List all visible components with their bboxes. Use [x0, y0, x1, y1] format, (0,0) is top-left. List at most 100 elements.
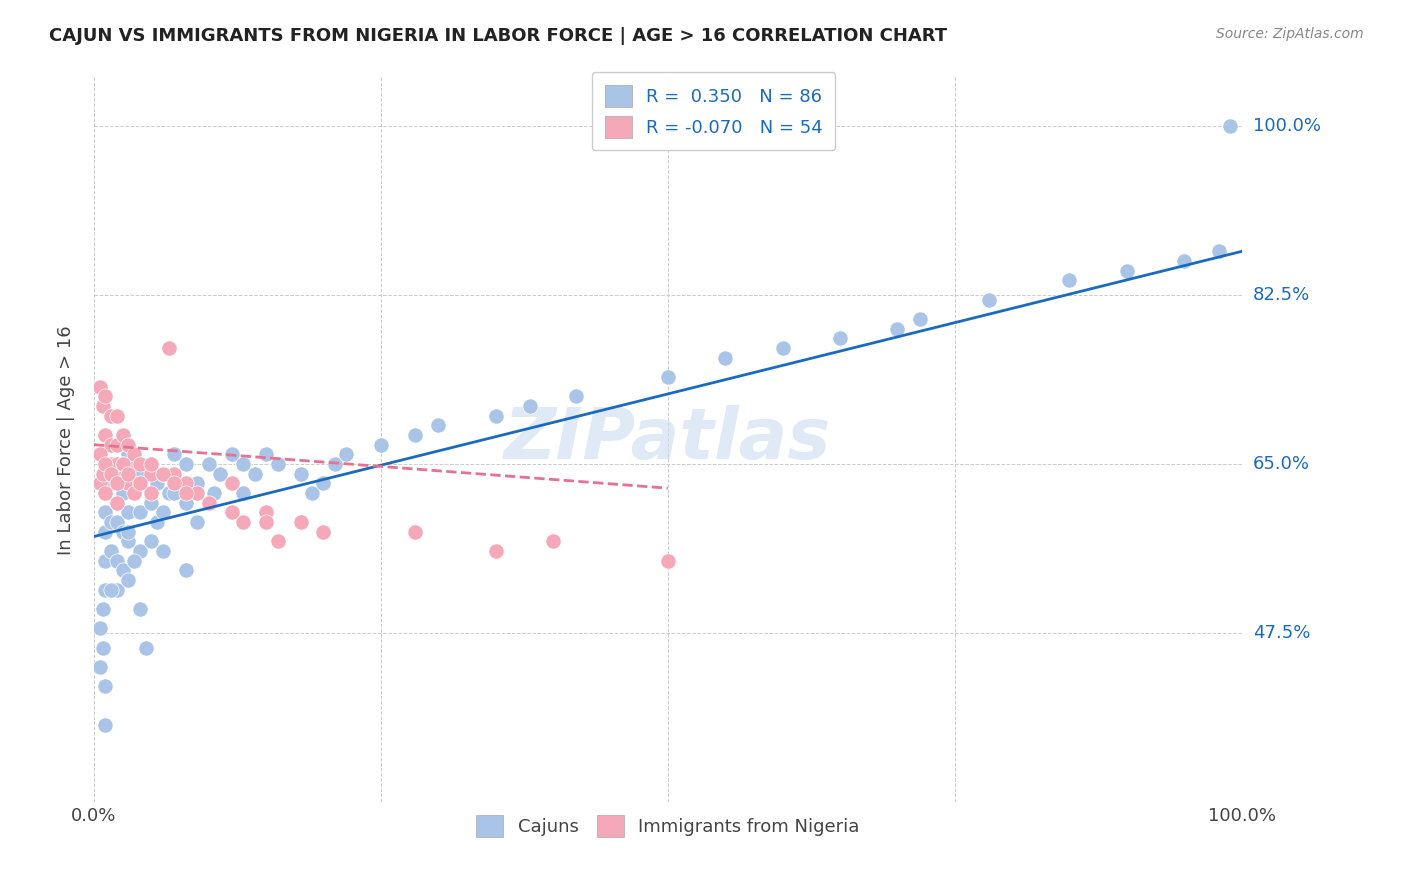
Point	[186, 515, 208, 529]
Point	[111, 486, 134, 500]
Point	[128, 505, 150, 519]
Point	[174, 496, 197, 510]
Point	[117, 467, 139, 481]
Point	[94, 428, 117, 442]
Point	[657, 554, 679, 568]
Point	[141, 496, 163, 510]
Text: 82.5%: 82.5%	[1253, 286, 1310, 304]
Point	[100, 409, 122, 423]
Point	[117, 534, 139, 549]
Point	[427, 418, 450, 433]
Point	[301, 486, 323, 500]
Point	[146, 515, 169, 529]
Point	[232, 515, 254, 529]
Point	[828, 331, 851, 345]
Point	[266, 457, 288, 471]
Point	[157, 341, 180, 355]
Point	[141, 457, 163, 471]
Point	[141, 467, 163, 481]
Point	[91, 602, 114, 616]
Point	[117, 476, 139, 491]
Point	[128, 457, 150, 471]
Point	[152, 505, 174, 519]
Point	[266, 534, 288, 549]
Point	[146, 476, 169, 491]
Point	[323, 457, 346, 471]
Point	[243, 467, 266, 481]
Point	[94, 486, 117, 500]
Point	[89, 621, 111, 635]
Point	[290, 467, 312, 481]
Point	[174, 476, 197, 491]
Point	[186, 486, 208, 500]
Point	[105, 582, 128, 597]
Point	[174, 486, 197, 500]
Y-axis label: In Labor Force | Age > 16: In Labor Force | Age > 16	[58, 325, 75, 555]
Text: ZIPatlas: ZIPatlas	[505, 405, 831, 475]
Point	[105, 496, 128, 510]
Point	[100, 476, 122, 491]
Point	[117, 573, 139, 587]
Point	[91, 640, 114, 655]
Point	[105, 515, 128, 529]
Point	[484, 544, 506, 558]
Point	[89, 660, 111, 674]
Point	[141, 534, 163, 549]
Point	[117, 505, 139, 519]
Point	[714, 351, 737, 365]
Point	[100, 438, 122, 452]
Point	[232, 457, 254, 471]
Point	[105, 457, 128, 471]
Point	[117, 476, 139, 491]
Point	[204, 486, 226, 500]
Point	[772, 341, 794, 355]
Point	[977, 293, 1000, 307]
Point	[152, 467, 174, 481]
Point	[370, 438, 392, 452]
Point	[91, 467, 114, 481]
Point	[100, 582, 122, 597]
Point	[186, 476, 208, 491]
Point	[157, 486, 180, 500]
Point	[254, 447, 277, 461]
Point	[1208, 244, 1230, 259]
Point	[94, 505, 117, 519]
Point	[565, 389, 588, 403]
Point	[404, 428, 426, 442]
Point	[117, 457, 139, 471]
Point	[128, 544, 150, 558]
Text: 100.0%: 100.0%	[1253, 117, 1320, 135]
Point	[221, 476, 243, 491]
Point	[89, 380, 111, 394]
Point	[312, 524, 335, 539]
Point	[94, 457, 117, 471]
Point	[519, 399, 541, 413]
Point	[152, 467, 174, 481]
Point	[94, 389, 117, 403]
Point	[141, 457, 163, 471]
Point	[221, 505, 243, 519]
Point	[94, 524, 117, 539]
Text: Source: ZipAtlas.com: Source: ZipAtlas.com	[1216, 27, 1364, 41]
Point	[105, 409, 128, 423]
Point	[232, 486, 254, 500]
Point	[94, 554, 117, 568]
Point	[128, 476, 150, 491]
Point	[111, 457, 134, 471]
Point	[221, 447, 243, 461]
Point	[152, 544, 174, 558]
Point	[141, 486, 163, 500]
Text: 65.0%: 65.0%	[1253, 455, 1310, 473]
Point	[163, 476, 186, 491]
Point	[105, 438, 128, 452]
Point	[100, 467, 122, 481]
Point	[163, 486, 186, 500]
Point	[163, 447, 186, 461]
Point	[152, 467, 174, 481]
Point	[94, 679, 117, 693]
Point	[174, 457, 197, 471]
Point	[657, 370, 679, 384]
Point	[312, 476, 335, 491]
Point	[117, 447, 139, 461]
Point	[105, 496, 128, 510]
